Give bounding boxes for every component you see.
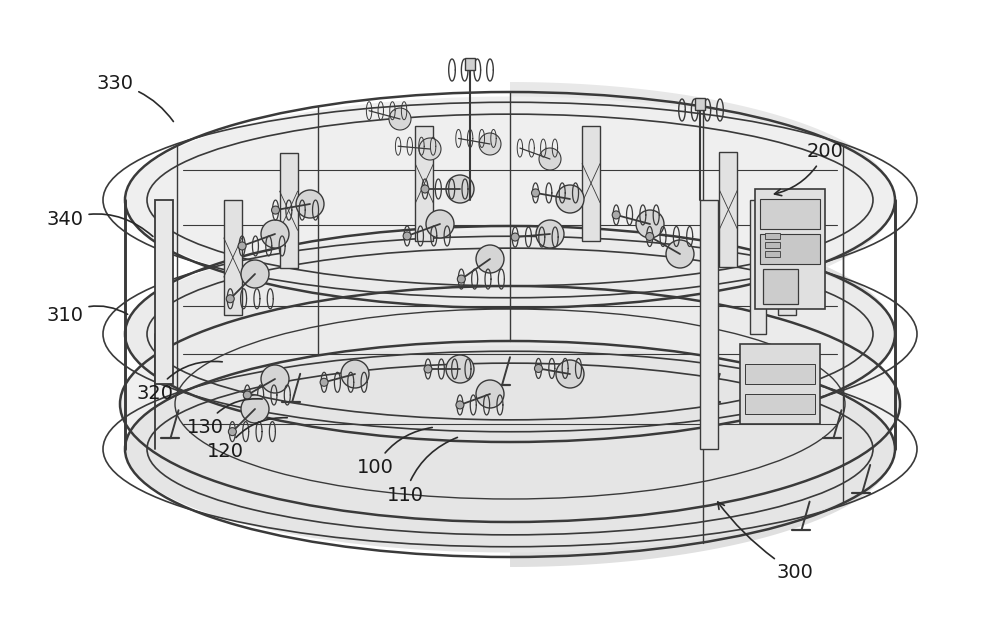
- Bar: [224, 200, 242, 315]
- Circle shape: [446, 355, 474, 383]
- Circle shape: [534, 365, 542, 373]
- Circle shape: [296, 190, 324, 218]
- Text: 310: 310: [47, 306, 128, 325]
- Circle shape: [539, 148, 561, 170]
- Text: 200: 200: [775, 142, 843, 196]
- Circle shape: [389, 108, 411, 130]
- Bar: [765, 251, 780, 257]
- Circle shape: [419, 138, 441, 160]
- Circle shape: [341, 360, 369, 388]
- Polygon shape: [510, 216, 895, 567]
- Bar: [745, 394, 815, 414]
- Circle shape: [536, 220, 564, 248]
- Bar: [750, 200, 766, 334]
- Circle shape: [228, 428, 236, 436]
- Text: 340: 340: [47, 210, 153, 236]
- Text: 100: 100: [357, 428, 432, 477]
- Bar: [280, 154, 298, 268]
- Circle shape: [426, 210, 454, 238]
- Circle shape: [646, 233, 654, 241]
- Bar: [763, 269, 798, 304]
- Bar: [745, 364, 815, 384]
- Polygon shape: [510, 82, 895, 452]
- Text: 110: 110: [386, 438, 457, 504]
- Circle shape: [261, 365, 289, 393]
- Circle shape: [532, 189, 540, 197]
- Bar: [765, 242, 780, 248]
- Circle shape: [476, 245, 504, 273]
- Circle shape: [556, 360, 584, 388]
- Ellipse shape: [120, 286, 900, 522]
- Circle shape: [241, 260, 269, 288]
- Bar: [465, 58, 475, 70]
- Bar: [740, 344, 820, 424]
- Circle shape: [476, 380, 504, 408]
- Circle shape: [238, 242, 246, 250]
- Circle shape: [479, 133, 501, 155]
- Bar: [755, 189, 825, 309]
- Circle shape: [556, 185, 584, 213]
- Bar: [778, 200, 796, 315]
- Text: 300: 300: [718, 502, 813, 582]
- Ellipse shape: [125, 230, 895, 438]
- Circle shape: [666, 240, 694, 268]
- Circle shape: [424, 365, 432, 373]
- Circle shape: [243, 391, 251, 399]
- Circle shape: [226, 295, 234, 303]
- Text: 130: 130: [187, 399, 262, 436]
- Text: 120: 120: [207, 418, 287, 461]
- Circle shape: [403, 232, 411, 240]
- Bar: [719, 152, 737, 267]
- Circle shape: [511, 233, 519, 241]
- Bar: [695, 98, 705, 110]
- Text: 320: 320: [137, 361, 222, 402]
- Bar: [700, 200, 718, 449]
- Circle shape: [261, 220, 289, 248]
- Circle shape: [241, 395, 269, 423]
- Bar: [760, 199, 820, 229]
- Bar: [765, 233, 780, 239]
- Circle shape: [446, 175, 474, 203]
- Circle shape: [612, 211, 620, 219]
- Bar: [415, 126, 433, 241]
- Circle shape: [320, 378, 328, 386]
- Circle shape: [456, 401, 464, 409]
- Circle shape: [457, 275, 465, 283]
- Ellipse shape: [125, 97, 895, 303]
- Circle shape: [272, 206, 280, 214]
- Bar: [155, 200, 173, 384]
- Circle shape: [421, 185, 429, 193]
- Bar: [582, 126, 600, 241]
- Ellipse shape: [125, 345, 895, 553]
- Bar: [760, 234, 820, 264]
- Circle shape: [636, 210, 664, 238]
- Text: 330: 330: [97, 74, 173, 121]
